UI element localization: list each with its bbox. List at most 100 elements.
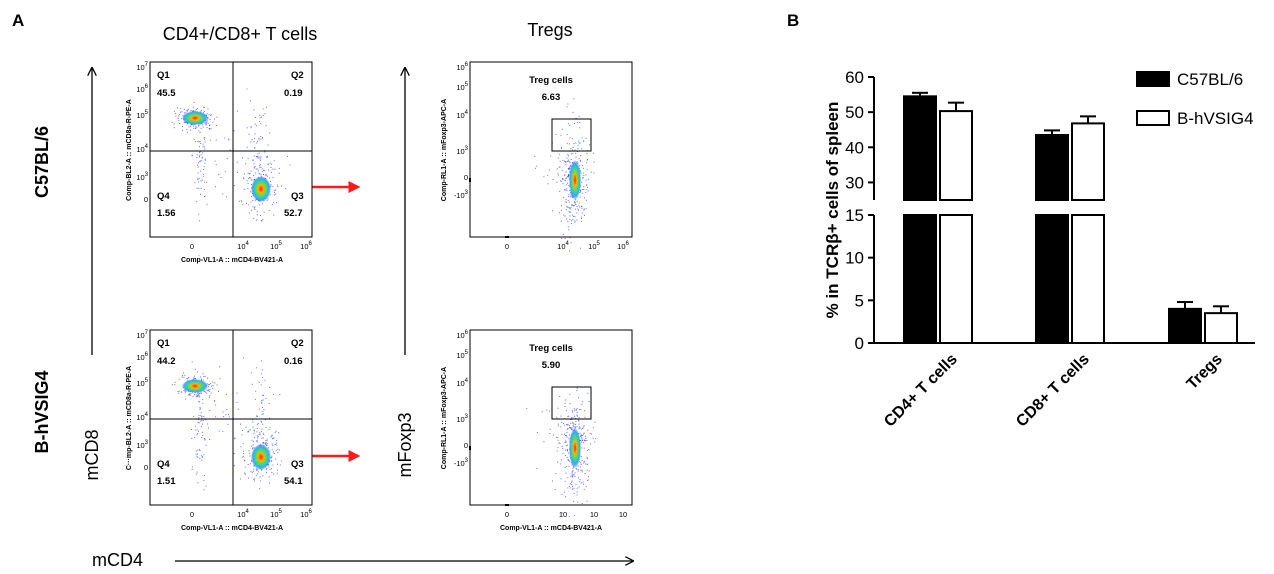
event-dot [270,436,272,438]
event-dot [271,434,273,436]
event-dot [212,121,214,123]
event-dot [257,153,259,155]
event-dot [258,152,260,154]
event-dot [584,473,586,474]
event-dot [212,385,214,387]
event-dot [580,463,582,465]
event-dot [271,457,273,459]
event-dot [179,123,181,124]
event-dot [256,441,258,443]
event-dot [261,430,262,432]
event-dot [572,422,574,424]
event-dot [202,126,204,128]
event-dot [197,172,199,174]
event-dot [247,431,249,433]
event-dot [569,218,571,220]
event-dot [205,121,207,123]
event-dot [583,447,585,449]
event-dot [569,167,570,169]
event-dot [584,214,585,216]
event-dot [577,465,579,467]
event-dot [201,416,203,417]
event-dot [264,379,266,381]
event-dot [277,452,279,454]
event-dot [200,393,202,394]
event-dot [204,148,206,150]
event-dot [204,159,206,161]
y-tick-label: 0 [144,195,148,204]
event-dot [585,486,587,488]
event-dot [583,189,585,190]
event-dot [203,138,205,140]
event-dot [174,112,176,114]
event-dot [215,416,217,418]
event-dot [568,155,569,157]
event-dot [534,156,536,158]
quadrant-q3-value: 54.1 [284,476,303,487]
y-tick-label: 104 [136,412,148,422]
event-dot [202,152,204,154]
x-tick-label: CD4+ T cells [881,351,961,431]
x-tick-label: 10 [559,510,567,519]
event-dot [199,396,201,398]
event-dot [233,185,235,187]
event-dot [256,431,258,433]
y-tick-label: 0 [144,463,148,472]
event-dot [568,169,570,170]
event-dot [579,165,581,167]
event-dot [250,179,252,181]
event-dot [247,431,249,433]
event-dot [252,179,254,181]
treg-gate-value: 6.63 [542,92,561,103]
event-dot [574,215,576,217]
y-tick-label: 104 [456,110,468,120]
x-tick-label: 106 [300,241,312,251]
event-dot [206,120,208,122]
event-dot [572,111,574,113]
event-dot [564,441,566,443]
event-dot [215,139,217,141]
event-dot [259,158,261,160]
event-dot [203,489,205,491]
event-dot [585,463,587,465]
event-dot [195,395,197,397]
event-dot [258,139,260,141]
event-dot [569,426,571,428]
event-dot [559,442,561,444]
event-dot [200,127,202,129]
event-dot [191,429,192,430]
y-tick-label: 107 [136,62,148,72]
col-title-cd4cd8: CD4+/CD8+ T cells [163,24,317,44]
event-dot [225,414,227,416]
event-dot [576,219,578,221]
event-dot [562,233,564,235]
x-tick-label: 105 [588,241,600,251]
event-dot [253,468,255,470]
event-dot [199,160,201,162]
event-dot [581,437,583,439]
event-dot [572,216,574,217]
event-dot [253,470,254,472]
event-dot [190,125,192,127]
event-dot [583,208,585,210]
event-dot [185,112,187,114]
event-dot [280,185,282,187]
x-tick-label: 105 [270,509,282,519]
event-dot [586,479,588,481]
bar-1-0-lower [1035,214,1069,344]
event-dot [199,392,201,394]
event-dot [583,461,585,463]
event-dot [559,166,561,168]
event-dot [249,452,251,454]
y-tick-label: 103 [136,172,148,182]
event-dot [567,176,569,177]
event-dot [277,185,279,187]
event-dot [268,466,270,468]
quadrant-q2-label: Q2 [291,338,304,349]
event-dot [581,447,583,449]
event-dot [184,390,186,392]
event-dot [576,494,578,496]
plot-frame [469,329,633,506]
y-tick-label: 106 [456,330,468,340]
event-dot [244,473,246,475]
